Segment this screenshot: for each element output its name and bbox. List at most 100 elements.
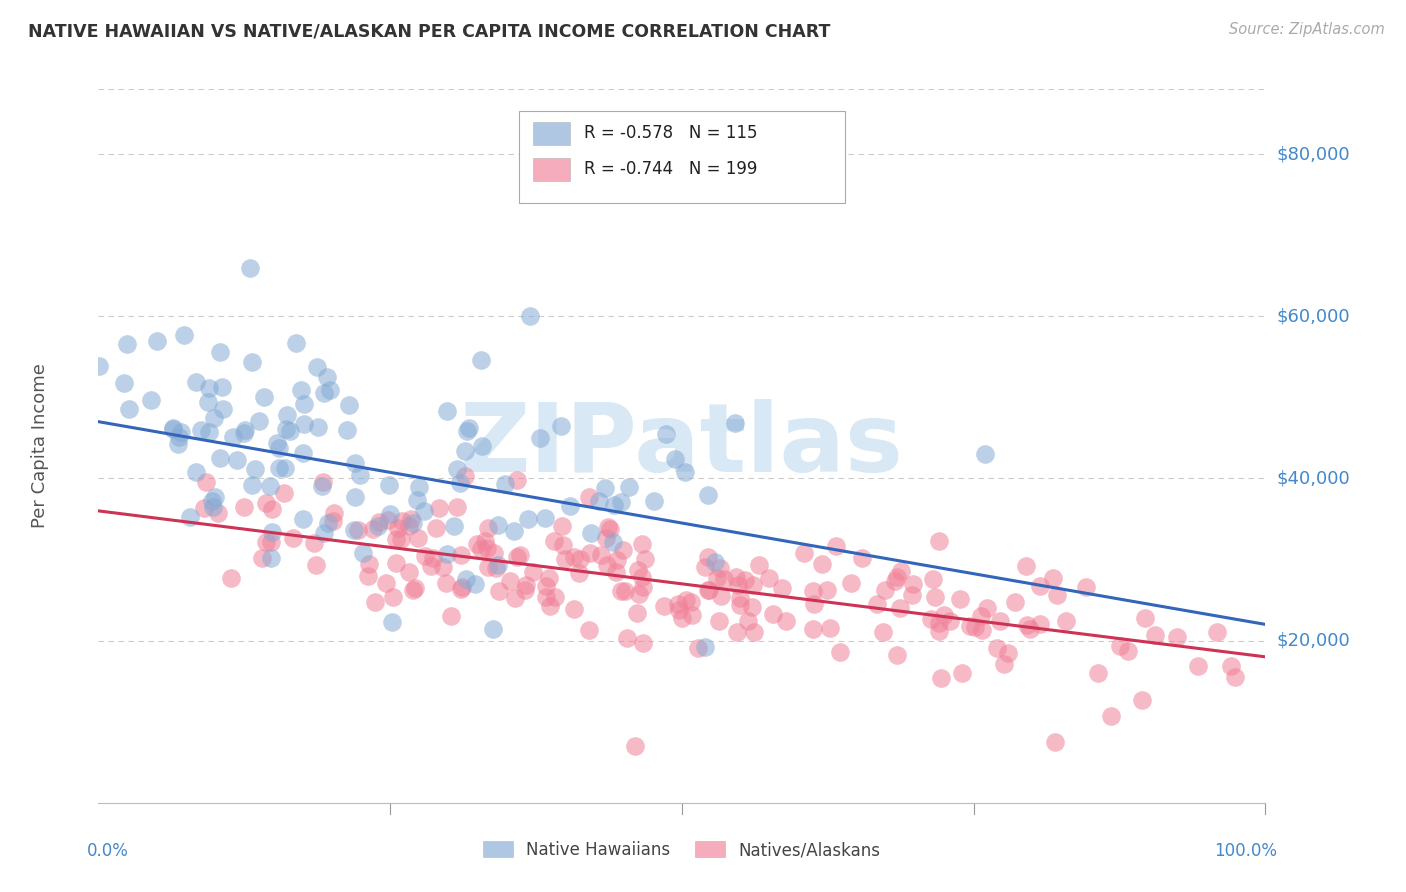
Point: [509, 548, 531, 562]
Point: [377, 513, 399, 527]
Point: [515, 578, 537, 592]
Point: [803, 597, 825, 611]
Point: [335, 423, 357, 437]
Point: [209, 450, 232, 465]
Point: [866, 597, 889, 611]
Point: [1130, 692, 1153, 706]
Point: [603, 498, 626, 512]
Point: [201, 494, 224, 508]
Point: [207, 506, 229, 520]
Point: [828, 645, 851, 659]
Point: [291, 511, 314, 525]
Point: [385, 556, 408, 570]
Point: [357, 568, 380, 582]
Point: [162, 420, 184, 434]
Point: [486, 517, 509, 532]
Point: [668, 602, 690, 616]
Point: [839, 576, 862, 591]
Point: [427, 500, 450, 515]
Point: [316, 516, 339, 531]
Point: [253, 390, 276, 404]
Point: [688, 641, 710, 656]
Point: [1028, 616, 1050, 631]
Point: [725, 625, 748, 640]
Point: [198, 425, 221, 440]
Point: [599, 522, 621, 536]
Point: [87, 359, 110, 373]
Point: [389, 532, 412, 546]
Point: [311, 479, 333, 493]
Point: [285, 336, 308, 351]
Point: [681, 594, 703, 608]
Point: [883, 574, 905, 589]
Point: [997, 646, 1019, 660]
Point: [550, 519, 572, 533]
Point: [117, 337, 139, 351]
Point: [963, 620, 986, 634]
Point: [202, 411, 225, 425]
Point: [550, 419, 572, 434]
Point: [179, 510, 201, 524]
Point: [425, 521, 447, 535]
Point: [986, 641, 1008, 656]
Point: [617, 480, 640, 494]
Point: [422, 551, 444, 566]
Point: [406, 531, 429, 545]
Point: [758, 571, 780, 585]
Point: [931, 671, 953, 685]
Point: [259, 478, 281, 492]
Point: [810, 558, 832, 572]
Point: [443, 518, 465, 533]
Point: [323, 506, 346, 520]
Point: [551, 538, 574, 552]
Point: [471, 439, 494, 453]
Point: [139, 392, 162, 407]
Point: [696, 549, 718, 564]
Point: [401, 512, 423, 526]
Point: [610, 584, 633, 599]
Point: [886, 648, 908, 662]
Text: R = -0.578   N = 115: R = -0.578 N = 115: [583, 125, 758, 143]
Point: [454, 444, 477, 458]
Point: [274, 460, 297, 475]
Point: [413, 503, 436, 517]
Point: [378, 507, 401, 521]
Point: [901, 588, 924, 602]
Point: [446, 500, 468, 515]
Point: [405, 492, 427, 507]
Point: [240, 477, 263, 491]
Point: [305, 558, 328, 572]
Point: [276, 409, 298, 423]
Point: [974, 447, 997, 461]
Point: [1166, 630, 1188, 644]
Point: [359, 557, 381, 571]
Point: [247, 413, 270, 427]
Point: [728, 591, 751, 605]
Point: [290, 384, 312, 398]
Point: [458, 420, 481, 434]
Point: [596, 520, 619, 534]
Point: [184, 465, 207, 479]
Point: [614, 583, 637, 598]
Point: [889, 600, 911, 615]
Point: [498, 574, 520, 588]
Point: [1144, 628, 1167, 642]
Text: $40,000: $40,000: [1277, 469, 1350, 487]
Point: [578, 490, 600, 504]
Point: [793, 546, 815, 560]
Point: [664, 451, 686, 466]
Point: [1042, 571, 1064, 585]
Point: [184, 376, 207, 390]
Point: [993, 657, 1015, 672]
Point: [292, 417, 315, 431]
Point: [631, 636, 654, 650]
Point: [820, 621, 842, 635]
Point: [273, 485, 295, 500]
Point: [337, 398, 360, 412]
Point: [741, 577, 763, 591]
Point: [696, 582, 718, 597]
Point: [146, 334, 169, 348]
Point: [537, 571, 560, 585]
Point: [283, 531, 305, 545]
Point: [1045, 735, 1067, 749]
